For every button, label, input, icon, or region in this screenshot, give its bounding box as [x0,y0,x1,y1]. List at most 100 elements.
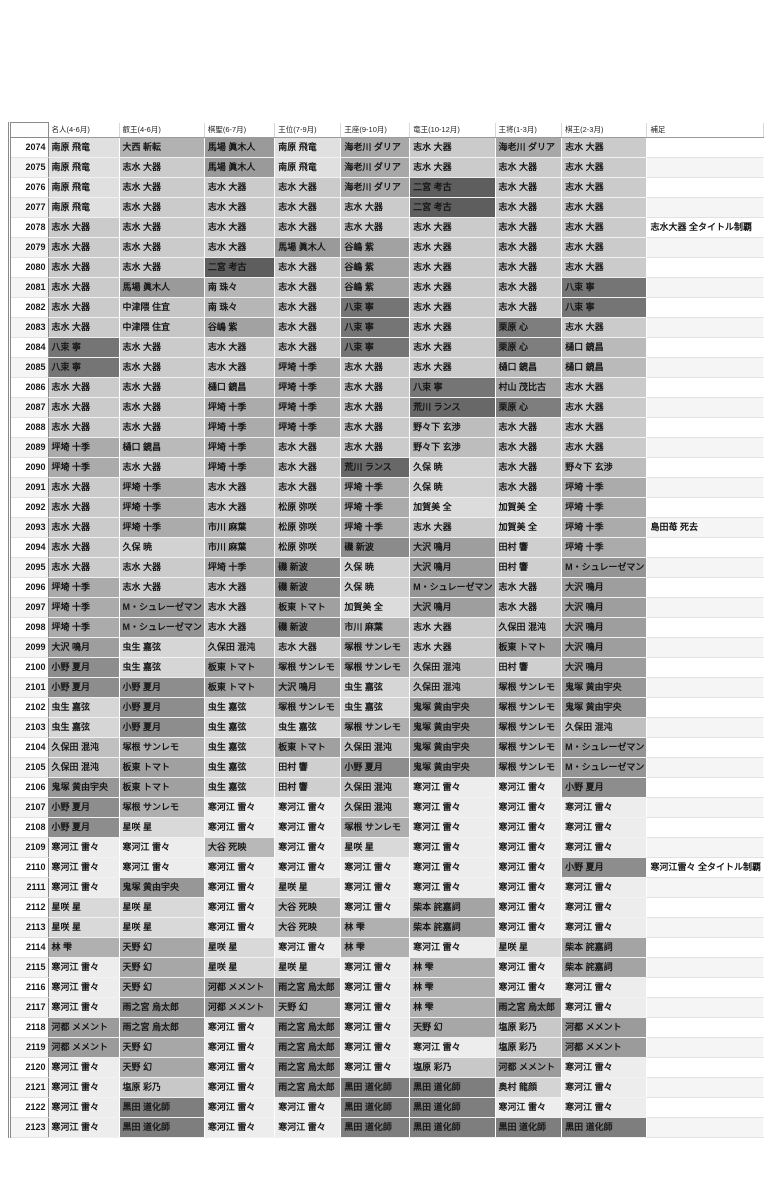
title-cell-kisei[interactable]: 寒河江 雷々 [204,817,276,838]
year-cell[interactable]: 2105 [9,757,49,778]
year-cell[interactable]: 2104 [9,737,49,758]
title-cell-eio[interactable]: 塩原 彩乃 [119,1077,205,1098]
title-cell-oza[interactable]: 寒河江 雷々 [340,957,411,978]
title-cell-ryuo[interactable]: 塩原 彩乃 [409,1057,496,1078]
title-cell-ryuo[interactable]: 寒河江 雷々 [409,817,496,838]
title-cell-meijin[interactable]: 志水 大器 [48,277,120,298]
year-cell[interactable]: 2095 [9,557,49,578]
title-cell-oza[interactable]: 寒河江 雷々 [340,1057,411,1078]
column-header-osho[interactable]: 王将(1-3月) [495,122,563,138]
title-cell-kio[interactable]: 寒河江 雷々 [561,817,648,838]
title-cell-kisei[interactable]: 寒河江 雷々 [204,797,276,818]
title-cell-osho[interactable]: 加賀美 全 [495,517,563,538]
title-cell-kisei[interactable]: 志水 大器 [204,617,276,638]
title-cell-oza[interactable]: 黒田 道化師 [340,1097,411,1118]
title-cell-osho[interactable]: 板東 トマト [495,637,563,658]
title-cell-oi[interactable]: 雨之宮 烏太郎 [274,1077,342,1098]
title-cell-ryuo[interactable]: 寒河江 雷々 [409,937,496,958]
title-cell-meijin[interactable]: 大沢 鳴月 [48,637,120,658]
title-cell-meijin[interactable]: 寒河江 雷々 [48,997,120,1018]
title-cell-eio[interactable]: 志水 大器 [119,577,205,598]
title-cell-oza[interactable]: 小野 夏月 [340,757,411,778]
title-cell-kisei[interactable]: 谷嶋 紫 [204,317,276,338]
title-cell-kisei[interactable]: 南 珠々 [204,297,276,318]
title-cell-kisei[interactable]: 寒河江 雷々 [204,1097,276,1118]
title-cell-kio[interactable]: 樋口 鏡昌 [561,357,648,378]
title-cell-ryuo[interactable]: 大沢 鳴月 [409,537,496,558]
title-cell-eio[interactable]: 久保 暁 [119,537,205,558]
year-cell[interactable]: 2101 [9,677,49,698]
title-cell-osho[interactable]: 寒河江 雷々 [495,777,563,798]
title-cell-osho[interactable]: 志水 大器 [495,217,563,238]
title-cell-ryuo[interactable]: 加賀美 全 [409,497,496,518]
title-cell-eio[interactable]: 樋口 鏡昌 [119,437,205,458]
title-cell-oza[interactable]: 八束 寧 [340,337,411,358]
note-cell[interactable] [646,577,764,598]
title-cell-ryuo[interactable]: 黒田 道化師 [409,1097,496,1118]
note-cell[interactable] [646,457,764,478]
title-cell-ryuo[interactable]: 林 雫 [409,997,496,1018]
year-cell[interactable]: 2080 [9,257,49,278]
title-cell-osho[interactable]: 田村 響 [495,557,563,578]
title-cell-oza[interactable]: 塚根 サンレモ [340,657,411,678]
title-cell-oi[interactable]: 雨之宮 烏太郎 [274,1017,342,1038]
title-cell-eio[interactable]: 坪埼 十季 [119,517,205,538]
title-cell-oi[interactable]: 志水 大器 [274,197,342,218]
title-cell-eio[interactable]: 板東 トマト [119,757,205,778]
title-cell-meijin[interactable]: 河都 メメント [48,1017,120,1038]
title-cell-oi[interactable]: 塚根 サンレモ [274,697,342,718]
title-cell-eio[interactable]: 小野 夏月 [119,677,205,698]
note-cell[interactable] [646,537,764,558]
title-cell-meijin[interactable]: 寒河江 雷々 [48,877,120,898]
title-cell-eio[interactable]: 星咲 星 [119,917,205,938]
title-cell-oza[interactable]: 黒田 道化師 [340,1117,411,1138]
title-cell-meijin[interactable]: 寒河江 雷々 [48,857,120,878]
title-cell-oza[interactable]: 寒河江 雷々 [340,1037,411,1058]
title-cell-kio[interactable]: 久保田 混沌 [561,717,648,738]
year-cell[interactable]: 2092 [9,497,49,518]
title-cell-eio[interactable]: 天野 幻 [119,937,205,958]
title-cell-eio[interactable]: 星咲 星 [119,897,205,918]
title-cell-meijin[interactable]: 久保田 混沌 [48,737,120,758]
title-cell-oza[interactable]: 坪埼 十季 [340,477,411,498]
year-cell[interactable]: 2113 [9,917,49,938]
title-cell-osho[interactable]: 海老川 ダリア [495,137,563,158]
title-cell-ryuo[interactable]: 寒河江 雷々 [409,777,496,798]
title-cell-ryuo[interactable]: 志水 大器 [409,637,496,658]
title-cell-kio[interactable]: 寒河江 雷々 [561,797,648,818]
title-cell-oi[interactable]: 大谷 死映 [274,917,342,938]
note-cell[interactable] [646,417,764,438]
title-cell-eio[interactable]: 志水 大器 [119,557,205,578]
title-cell-oza[interactable]: 寒河江 雷々 [340,857,411,878]
title-cell-kisei[interactable]: 二宮 考古 [204,257,276,278]
title-cell-osho[interactable]: 志水 大器 [495,277,563,298]
title-cell-meijin[interactable]: 志水 大器 [48,257,120,278]
year-cell[interactable]: 2112 [9,897,49,918]
title-cell-ryuo[interactable]: 志水 大器 [409,157,496,178]
title-cell-eio[interactable]: 坪埼 十季 [119,497,205,518]
note-cell[interactable] [646,157,764,178]
title-cell-ryuo[interactable]: 寒河江 雷々 [409,837,496,858]
title-cell-oza[interactable]: 寒河江 雷々 [340,877,411,898]
title-cell-kisei[interactable]: 志水 大器 [204,177,276,198]
note-cell[interactable] [646,477,764,498]
title-cell-oza[interactable]: 寒河江 雷々 [340,997,411,1018]
note-cell[interactable]: 寒河江雷々 全タイトル制覇 [646,857,764,878]
title-cell-osho[interactable]: 寒河江 雷々 [495,977,563,998]
title-cell-ryuo[interactable]: 黒田 道化師 [409,1117,496,1138]
title-cell-kisei[interactable]: 志水 大器 [204,337,276,358]
title-cell-kio[interactable]: 坪埼 十季 [561,477,648,498]
title-cell-osho[interactable]: 志水 大器 [495,597,563,618]
title-cell-oi[interactable]: 南原 飛竜 [274,157,342,178]
title-cell-ryuo[interactable]: 志水 大器 [409,217,496,238]
title-cell-eio[interactable]: 坪埼 十季 [119,477,205,498]
title-cell-eio[interactable]: M・シュレーゼマン [119,617,205,638]
title-cell-oza[interactable]: 久保田 混沌 [340,737,411,758]
title-cell-oza[interactable]: 坪埼 十季 [340,497,411,518]
title-cell-kio[interactable]: 志水 大器 [561,217,648,238]
title-cell-oza[interactable]: 海老川 ダリア [340,157,411,178]
title-cell-eio[interactable]: 中津隈 住宜 [119,297,205,318]
title-cell-eio[interactable]: 志水 大器 [119,157,205,178]
title-cell-ryuo[interactable]: 野々下 玄渉 [409,437,496,458]
column-header-note[interactable]: 補足 [646,122,764,138]
